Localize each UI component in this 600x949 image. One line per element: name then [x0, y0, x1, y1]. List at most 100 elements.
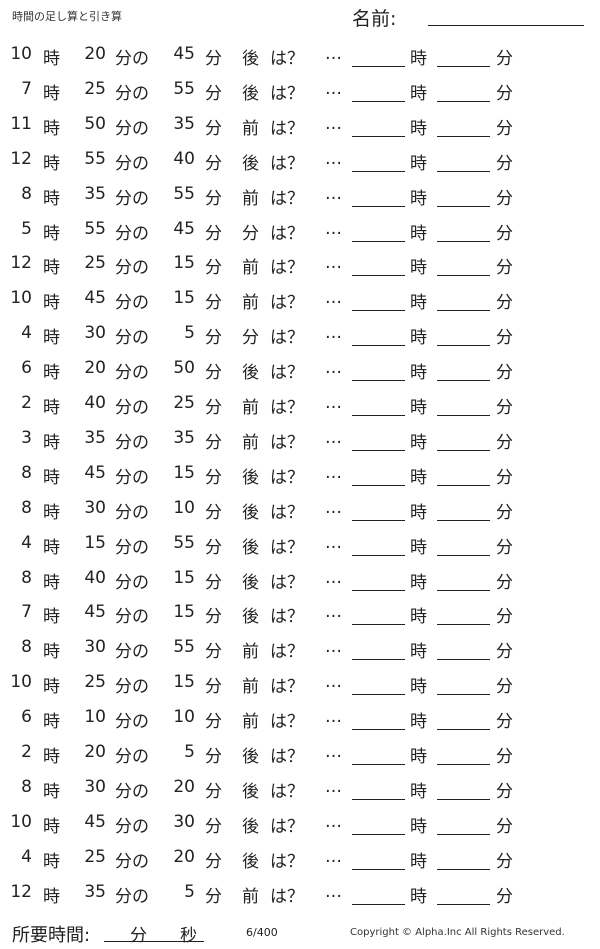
answer-minute-field[interactable] — [437, 205, 490, 207]
answer-hour-field[interactable] — [352, 729, 405, 731]
answer-minute-field[interactable] — [437, 659, 490, 661]
answer-hour-field[interactable] — [352, 798, 405, 800]
question-label: は？ — [270, 467, 304, 488]
time-taken-label: 所要時間: — [12, 925, 91, 946]
direction: 前 — [242, 118, 259, 139]
ellipsis: … — [325, 497, 342, 518]
answer-minute-label: 分 — [496, 293, 513, 314]
answer-minute-field[interactable] — [437, 589, 490, 591]
direction: 前 — [242, 258, 259, 279]
answer-minute-field[interactable] — [437, 764, 490, 765]
answer-minute-field[interactable] — [437, 798, 490, 800]
name-field[interactable] — [428, 25, 584, 26]
time-taken-field[interactable] — [104, 941, 204, 942]
answer-hour-label: 時 — [410, 83, 427, 104]
offset-minutes: 15 — [173, 672, 195, 693]
offset-minutes: 45 — [173, 44, 195, 64]
answer-hour-label: 時 — [410, 537, 427, 558]
answer-hour-label: 時 — [410, 677, 427, 698]
answer-hour-field[interactable] — [352, 310, 405, 312]
answer-minute-field[interactable] — [437, 449, 490, 451]
answer-hour-field[interactable] — [352, 868, 405, 870]
answer-minute-field[interactable] — [437, 415, 490, 416]
answer-hour-field[interactable] — [352, 135, 405, 137]
answer-minute-field[interactable] — [437, 833, 490, 835]
start-minute: 25 — [84, 253, 106, 274]
hour-label: 時 — [43, 49, 60, 69]
answer-hour-label: 時 — [410, 223, 427, 244]
answer-minute-field[interactable] — [437, 484, 490, 486]
answer-hour-label: 時 — [410, 153, 427, 174]
answer-hour-field[interactable] — [352, 554, 405, 556]
offset-minutes: 30 — [173, 811, 195, 832]
answer-minute-field[interactable] — [437, 624, 490, 626]
answer-minute-field[interactable] — [437, 240, 490, 242]
question-label: は？ — [270, 258, 304, 279]
minute-label: 分 — [205, 188, 222, 209]
answer-hour-field[interactable] — [352, 484, 405, 486]
direction: 前 — [242, 293, 259, 314]
answer-hour-field[interactable] — [352, 624, 405, 626]
answer-minute-field[interactable] — [437, 135, 490, 137]
answer-hour-field[interactable] — [352, 275, 405, 277]
answer-hour-label: 時 — [410, 467, 427, 488]
minute-label: 分 — [205, 258, 222, 279]
answer-minute-field[interactable] — [437, 380, 490, 382]
answer-hour-field[interactable] — [352, 694, 405, 696]
question-label: は？ — [270, 223, 304, 244]
direction: 前 — [242, 886, 259, 907]
answer-hour-field[interactable] — [352, 659, 405, 661]
answer-minute-field[interactable] — [437, 275, 490, 277]
problem-row: 10 時 20 分の 45 分後は？… 時分 — [0, 44, 600, 74]
answer-hour-field[interactable] — [352, 764, 405, 765]
offset-minutes: 15 — [173, 602, 195, 623]
problem-row: 8 時 30 分の 55 分前は？… 時分 — [0, 637, 600, 667]
offset-minutes: 55 — [173, 183, 195, 204]
answer-hour-field[interactable] — [352, 345, 405, 347]
answer-hour-field[interactable] — [352, 380, 405, 382]
problem-row: 8 時 30 分の 10 分後は？… 時分 — [0, 498, 600, 528]
problem-row: 6 時 10 分の 10 分前は？… 時分 — [0, 707, 600, 737]
answer-minute-field[interactable] — [437, 868, 490, 870]
answer-hour-field[interactable] — [352, 903, 405, 905]
direction: 後 — [242, 153, 259, 174]
answer-minute-field[interactable] — [437, 519, 490, 521]
problem-row: 8 時 45 分の 15 分後は？… 時分 — [0, 463, 600, 493]
direction: 後 — [242, 747, 259, 767]
question-label: は？ — [270, 293, 304, 314]
hour-label: 時 — [43, 328, 60, 349]
answer-minute-field[interactable] — [437, 100, 490, 102]
ellipsis: … — [325, 776, 342, 797]
answer-hour-label: 時 — [410, 607, 427, 628]
hour-label: 時 — [43, 118, 60, 139]
answer-minute-field[interactable] — [437, 310, 490, 312]
answer-hour-field[interactable] — [352, 415, 405, 416]
answer-hour-field[interactable] — [352, 170, 405, 172]
answer-minute-field[interactable] — [437, 903, 490, 905]
answer-hour-field[interactable] — [352, 240, 405, 242]
offset-minutes: 20 — [173, 776, 195, 797]
answer-hour-field[interactable] — [352, 100, 405, 102]
answer-hour-label: 時 — [410, 293, 427, 314]
answer-minute-field[interactable] — [437, 554, 490, 556]
answer-hour-field[interactable] — [352, 519, 405, 521]
answer-minute-field[interactable] — [437, 345, 490, 347]
minute-label: 分 — [205, 83, 222, 104]
answer-hour-field[interactable] — [352, 66, 405, 67]
problem-row: 12 時 55 分の 40 分後は？… 時分 — [0, 149, 600, 179]
minute-label: 分 — [205, 118, 222, 139]
answer-hour-field[interactable] — [352, 589, 405, 591]
minute-of-label: 分の — [115, 537, 149, 558]
answer-hour-field[interactable] — [352, 449, 405, 451]
question-label: は？ — [270, 118, 304, 139]
offset-minutes: 55 — [173, 532, 195, 553]
answer-hour-field[interactable] — [352, 833, 405, 835]
problem-row: 5 時 55 分の 45 分分は？… 時分 — [0, 219, 600, 249]
answer-hour-field[interactable] — [352, 205, 405, 207]
offset-minutes: 5 — [184, 742, 195, 762]
start-minute: 30 — [84, 497, 106, 518]
answer-minute-field[interactable] — [437, 66, 490, 67]
answer-minute-field[interactable] — [437, 729, 490, 731]
answer-minute-field[interactable] — [437, 170, 490, 172]
answer-minute-field[interactable] — [437, 694, 490, 696]
